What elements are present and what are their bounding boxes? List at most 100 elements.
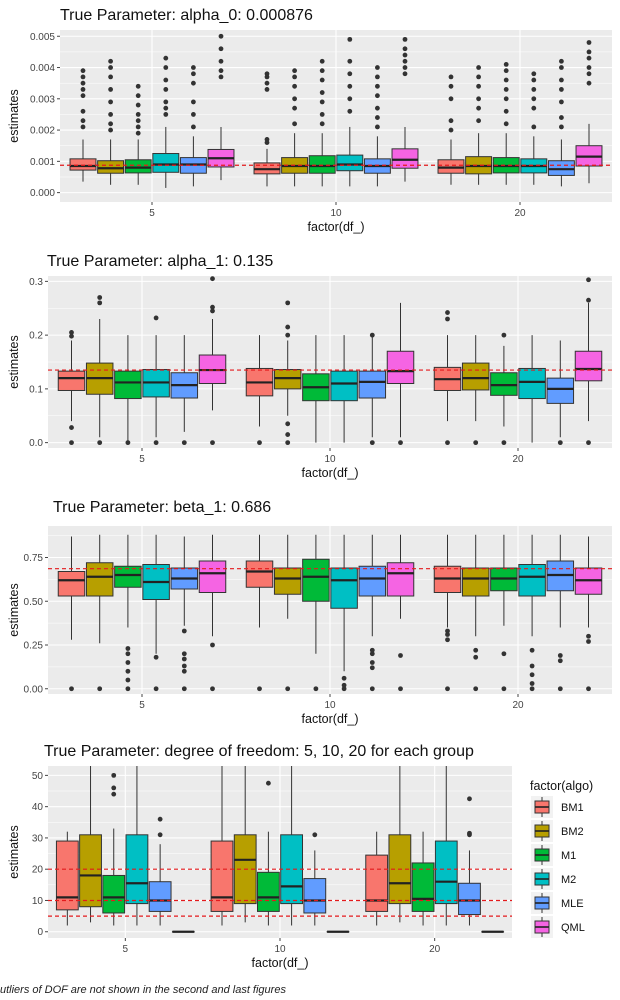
outlier-point [557, 440, 563, 446]
chart-panel-1: 0.000 0.001 0.002 0.003 0.004 0.005 5 10 20 True … [7, 7, 612, 234]
outlier-point [285, 324, 291, 330]
outlier-point [341, 686, 347, 692]
chart-panel-4: 0 10 20 30 40 50 5 10 20 True Parameter: degree o… [7, 743, 512, 970]
outlier-point [135, 83, 141, 89]
outlier-point [402, 58, 408, 64]
box-5-M1 [124, 83, 152, 185]
outlier-point [473, 654, 479, 660]
box-5-MLE [170, 335, 199, 446]
box-20-M1 [492, 62, 520, 185]
x-axis-label: factor(df_) [302, 712, 359, 726]
outlier-point [319, 121, 325, 127]
outlier-point [398, 653, 403, 658]
outlier-point [476, 105, 481, 111]
outlier-point [402, 65, 408, 70]
outlier-point [476, 65, 481, 70]
outlier-point [319, 68, 325, 74]
box-body [461, 362, 490, 391]
outlier-point [163, 99, 169, 105]
outlier-point [375, 124, 380, 130]
box-body [303, 878, 327, 914]
outlier-point [473, 686, 479, 692]
outlier-point [163, 77, 169, 83]
outlier-point [586, 633, 591, 639]
box-body [546, 377, 575, 404]
outlier-point [586, 80, 592, 86]
box-body [148, 881, 172, 912]
box-10-MLE [358, 332, 387, 446]
outlier-point [445, 637, 450, 643]
outlier-point [503, 77, 509, 83]
outlier-point [264, 137, 270, 142]
outlier-point [111, 791, 117, 797]
outlier-point [191, 80, 196, 86]
box-20-BM1 [433, 534, 462, 692]
box-body [114, 370, 142, 400]
outlier-point [125, 440, 131, 446]
outlier-point [69, 686, 74, 692]
outlier-point [163, 105, 169, 111]
outlier-point [218, 58, 224, 64]
outlier-point [586, 277, 591, 283]
box-5-M2 [152, 55, 180, 188]
box-20-QML [574, 277, 603, 446]
outlier-point [153, 315, 159, 321]
outlier-point [153, 686, 159, 692]
outlier-point [108, 65, 113, 70]
outlier-point [319, 112, 325, 117]
box-body [152, 153, 180, 173]
outlier-point [292, 121, 297, 127]
box-body [245, 560, 274, 588]
legend-label-bm1: BM1 [561, 802, 584, 814]
box-5-M2 [142, 534, 170, 692]
outlier-point [125, 651, 131, 657]
y-axis-label: estimates [7, 335, 21, 389]
x-tick-label: 5 [139, 700, 145, 711]
box-10-BM1 [253, 71, 281, 187]
outlier-point [313, 686, 319, 692]
outlier-point [69, 425, 74, 430]
outlier-point [586, 65, 592, 70]
outlier-point [473, 647, 479, 653]
box-10-M1 [256, 780, 280, 926]
outlier-point [80, 124, 86, 130]
y-tick-label: 0 [37, 927, 43, 938]
outlier-point [529, 672, 535, 678]
outlier-point [448, 83, 454, 89]
outlier-point [80, 108, 86, 114]
chart-panel-3: 0.00 0.25 0.50 0.75 5 10 20 True Parameter: bet… [7, 499, 612, 726]
x-tick-label: 5 [149, 208, 155, 219]
outlier-point [292, 83, 297, 89]
outlier-point [586, 686, 591, 692]
y-tick-label: 0.00 [24, 684, 44, 695]
outlier-point [473, 440, 479, 446]
outlier-point [108, 74, 113, 80]
outlier-point [375, 74, 380, 80]
outlier-point [586, 40, 592, 45]
outlier-point [125, 668, 131, 674]
outlier-point [163, 112, 169, 117]
outlier-point [503, 62, 509, 67]
box-body [114, 565, 142, 588]
outlier-point [135, 130, 141, 136]
outlier-point [80, 74, 86, 80]
y-axis-label: estimates [7, 825, 21, 879]
y-tick-label: 40 [32, 802, 44, 813]
x-tick-label: 10 [324, 454, 336, 465]
outlier-point [210, 304, 215, 310]
panel-title: True Parameter: alpha_0: 0.000876 [60, 7, 313, 24]
y-tick-label: 30 [32, 833, 44, 844]
outlier-point [341, 682, 347, 688]
outlier-point [586, 71, 592, 77]
outlier-point [347, 108, 353, 114]
outlier-point [476, 83, 481, 89]
outlier-point [559, 115, 564, 120]
outlier-point [218, 46, 224, 52]
legend-label-mle: MLE [561, 898, 584, 910]
box-body [308, 155, 336, 174]
outlier-point [557, 658, 563, 664]
box-5-QML [198, 534, 227, 692]
outlier-point [445, 628, 450, 634]
outlier-point [369, 686, 375, 692]
box-5-BM1 [55, 831, 79, 926]
